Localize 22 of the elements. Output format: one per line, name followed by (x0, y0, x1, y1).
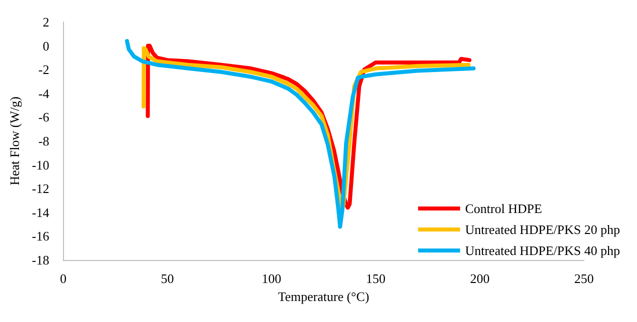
x-tick-label: 0 (60, 271, 66, 286)
x-tick-label: 100 (262, 271, 282, 286)
y-tick-label: -10 (32, 157, 50, 172)
y-tick-label: -8 (38, 134, 50, 148)
y-axis-title: Heat Flow (W/g) (7, 96, 22, 186)
x-tick-label: 200 (470, 271, 490, 286)
y-tick-label: -4 (38, 86, 50, 101)
x-tick-label: 250 (574, 271, 594, 286)
x-axis-title: Temperature (°C) (278, 289, 370, 304)
y-tick-label: -14 (32, 204, 50, 220)
y-tick-label: -6 (38, 110, 50, 125)
y-tick-label: -2 (38, 62, 50, 78)
y-tick-label: 0 (42, 38, 50, 54)
y-tick-label: -12 (32, 181, 50, 196)
legend-label: Untreated HDPE/PKS 20 php (465, 222, 620, 237)
legend-label: Untreated HDPE/PKS 40 php (465, 243, 620, 258)
x-tick-label: 50 (160, 271, 174, 286)
y-tick-label: -16 (32, 228, 50, 244)
y-tick-label: 2 (42, 14, 50, 30)
legend-label: Control HDPE (465, 201, 542, 216)
y-tick-label: -18 (32, 252, 50, 268)
x-tick-label: 150 (366, 271, 386, 286)
